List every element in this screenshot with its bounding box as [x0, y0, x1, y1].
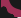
Text: $T_2$: $T_2$ — [7, 1, 21, 18]
Text: $T_1$: $T_1$ — [4, 4, 21, 18]
